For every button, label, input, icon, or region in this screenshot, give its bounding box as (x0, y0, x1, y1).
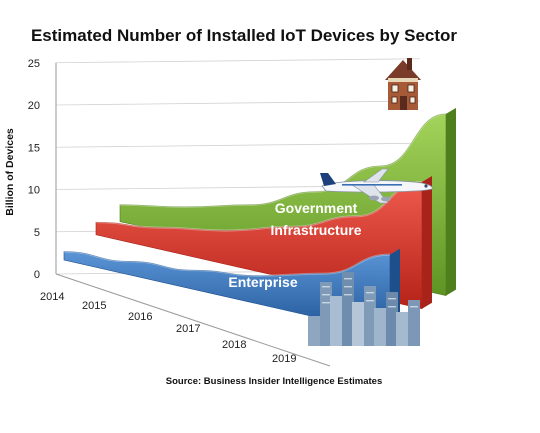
x-tick-label: 2019 (272, 353, 296, 365)
y-tick-labels: 0 5 10 15 20 25 (28, 58, 40, 281)
y-tick-label: 10 (28, 185, 40, 197)
chart-title: Estimated Number of Installed IoT Device… (31, 26, 457, 45)
grid-line (56, 101, 420, 105)
series-label-home: Home (355, 119, 394, 135)
y-axis-label: Billion of Devices (4, 128, 16, 216)
series-label-government-line1: Government (275, 200, 358, 216)
x-tick-label: 2018 (222, 339, 246, 351)
grid-line (56, 59, 420, 63)
house-icon (385, 58, 421, 110)
x-tick-label: 2016 (128, 311, 152, 323)
y-tick-label: 15 (28, 142, 40, 154)
x-tick-label: 2017 (176, 323, 200, 335)
y-tick-label: 0 (34, 269, 40, 281)
y-tick-label: 25 (28, 58, 40, 70)
series-home-side (446, 108, 456, 296)
y-tick-label: 5 (34, 227, 40, 239)
y-tick-label: 20 (28, 100, 40, 112)
series-label-government-line2: Infrastructure (270, 222, 361, 238)
grid-line (56, 143, 420, 147)
series-government-infrastructure-side (422, 176, 432, 309)
x-tick-label: 2015 (82, 300, 106, 312)
x-tick-label: 2014 (40, 291, 64, 303)
source-note: Source: Business Insider Intelligence Es… (166, 376, 382, 387)
series-label-enterprise: Enterprise (228, 274, 297, 290)
